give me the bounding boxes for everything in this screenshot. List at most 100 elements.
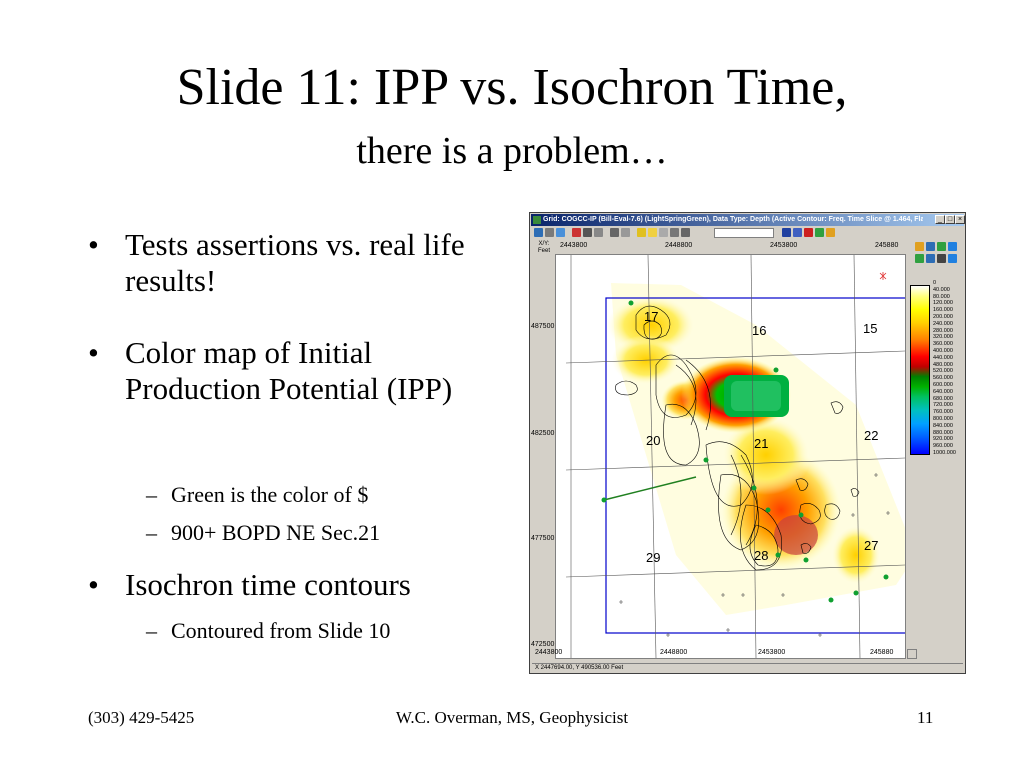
sub-bullet-glyph: – — [146, 520, 157, 545]
select-arrow-icon[interactable] — [782, 228, 791, 237]
maximize-button[interactable]: □ — [945, 215, 955, 224]
highlight-tool-icon[interactable] — [648, 228, 657, 237]
measure-tool-icon[interactable] — [659, 228, 668, 237]
sub-bullet-text: 900+ BOPD NE Sec.21 — [171, 520, 381, 545]
x-tick-label: 2443800 — [560, 242, 588, 249]
color-scale-value: 0 — [933, 280, 937, 286]
grid-tool-icon[interactable] — [545, 228, 554, 237]
layer-select[interactable] — [714, 228, 774, 238]
section-label: 15 — [863, 321, 877, 336]
section-label: 28 — [754, 548, 768, 563]
minimize-button[interactable]: _ — [935, 215, 945, 224]
pan-tool-icon[interactable] — [621, 228, 630, 237]
slide-title: Slide 11: IPP vs. Isochron Time, — [176, 59, 848, 116]
x-tick-label-bottom: 2448800 — [660, 649, 688, 656]
color-scale-value: 480.000 — [933, 361, 953, 368]
y-tick-label: 472500 — [531, 641, 555, 648]
color-scale-value: 80.000 — [933, 293, 950, 300]
bullet-text: Isochron time contours — [125, 567, 411, 602]
x-tick-label: 245880 — [875, 242, 899, 249]
footer-author: W.C. Overman, MS, Geophysicist — [395, 708, 629, 727]
sub-bullet-glyph: – — [146, 618, 157, 643]
map-graphic: 17 16 15 20 21 22 29 28 27 — [565, 254, 916, 659]
window-title: Grid: COGCC-IP (Bill-Eval-7.6) (LightSpr… — [543, 216, 923, 223]
x-tick-label-bottom: 2443800 — [535, 649, 563, 656]
map-window: Grid: COGCC-IP (Bill-Eval-7.6) (LightSpr… — [529, 212, 966, 674]
status-bar: X 2447694.00, Y 490536.00 Feet — [532, 663, 963, 673]
section-label: 17 — [644, 309, 658, 324]
sub-bullet-text: Contoured from Slide 10 — [171, 618, 391, 643]
color-scale-value: 600.000 — [933, 382, 953, 388]
color-scale-bar — [910, 285, 930, 455]
section-label: 22 — [864, 428, 878, 443]
tape-tool-icon[interactable] — [681, 228, 690, 237]
color-scale-value: 160.000 — [933, 307, 953, 314]
section-label: 27 — [864, 538, 878, 553]
x-tick-label-bottom: 245880 — [870, 649, 894, 656]
stop-icon[interactable] — [804, 228, 813, 237]
y-tick-label: 477500 — [531, 535, 555, 542]
descending-icon[interactable] — [948, 254, 957, 263]
edit-tool-icon[interactable] — [583, 228, 592, 237]
color-scale-value: 200.000 — [933, 314, 953, 320]
folder-icon[interactable] — [826, 228, 835, 237]
x-tick-label-bottom: 2453800 — [758, 649, 786, 656]
color-scale-value: 960.000 — [933, 443, 953, 450]
y-tick-label: 487500 — [531, 323, 555, 330]
bullet-glyph: • — [88, 227, 99, 262]
xy-units-label: X/Y: Feet — [537, 241, 550, 254]
close-button[interactable]: × — [955, 215, 965, 224]
color-scale-value: 1000.000 — [933, 450, 956, 456]
pointer-tool-icon[interactable] — [534, 228, 543, 237]
open-icon[interactable] — [915, 242, 924, 251]
color-scale-value: 40.000 — [933, 286, 950, 293]
section-label: 21 — [754, 436, 768, 451]
color-scale-value: 440.000 — [933, 354, 953, 361]
refresh-icon[interactable] — [815, 228, 824, 237]
window-toolbar — [532, 227, 963, 239]
color-scale-value: 760.000 — [933, 409, 953, 416]
ascending-icon[interactable] — [937, 254, 946, 263]
color-scale-value: 360.000 — [933, 341, 953, 348]
color-scale-value: 520.000 — [933, 368, 953, 375]
text-tool-icon[interactable] — [594, 228, 603, 237]
forward-icon[interactable] — [948, 242, 957, 251]
color-scale-value: 320.000 — [933, 334, 953, 341]
map-canvas[interactable]: 17 16 15 20 21 22 29 28 27 — [555, 254, 916, 659]
color-scale-value: 280.000 — [933, 327, 953, 334]
y-tick-label: 482500 — [531, 430, 555, 437]
scroll-corner[interactable] — [907, 649, 917, 659]
footer-page-number: 11 — [917, 708, 934, 727]
move-arrow-icon[interactable] — [793, 228, 802, 237]
color-scale-value: 800.000 — [933, 416, 953, 422]
sub-bullet-glyph: – — [146, 482, 157, 507]
ruler-tool-icon[interactable] — [670, 228, 679, 237]
bullet-glyph: • — [88, 335, 99, 370]
filter-icon[interactable] — [915, 254, 924, 263]
sub-bullet-text: Green is the color of $ — [171, 482, 369, 507]
x-tick-label: 2453800 — [770, 242, 798, 249]
zoom-tool-icon[interactable] — [610, 228, 619, 237]
bullet-glyph: • — [88, 567, 99, 602]
color-scale-value: 240.000 — [933, 320, 953, 327]
cursor-coordinates: X 2447694.00, Y 490536.00 Feet — [535, 665, 624, 671]
bullet-text: Color map of Initial Production Potentia… — [125, 335, 453, 406]
line-tool-icon[interactable] — [572, 228, 581, 237]
color-scale-value: 120.000 — [933, 300, 953, 307]
color-scale-value: 400.000 — [933, 348, 953, 354]
slide-subtitle: there is a problem… — [356, 130, 668, 172]
color-scale-value: 680.000 — [933, 395, 953, 402]
window-titlebar[interactable]: Grid: COGCC-IP (Bill-Eval-7.6) (LightSpr… — [531, 214, 965, 226]
x-tick-label: 2448800 — [665, 242, 693, 249]
pencil-tool-icon[interactable] — [637, 228, 646, 237]
save-icon[interactable] — [926, 242, 935, 251]
color-scale-value: 880.000 — [933, 429, 953, 436]
layers-tool-icon[interactable] — [556, 228, 565, 237]
sort-icon[interactable] — [926, 254, 935, 263]
section-label: 29 — [646, 550, 660, 565]
app-icon — [533, 216, 541, 224]
color-scale-value: 720.000 — [933, 402, 953, 409]
color-scale-value: 640.000 — [933, 388, 953, 395]
back-icon[interactable] — [937, 242, 946, 251]
color-scale-value: 560.000 — [933, 375, 953, 382]
